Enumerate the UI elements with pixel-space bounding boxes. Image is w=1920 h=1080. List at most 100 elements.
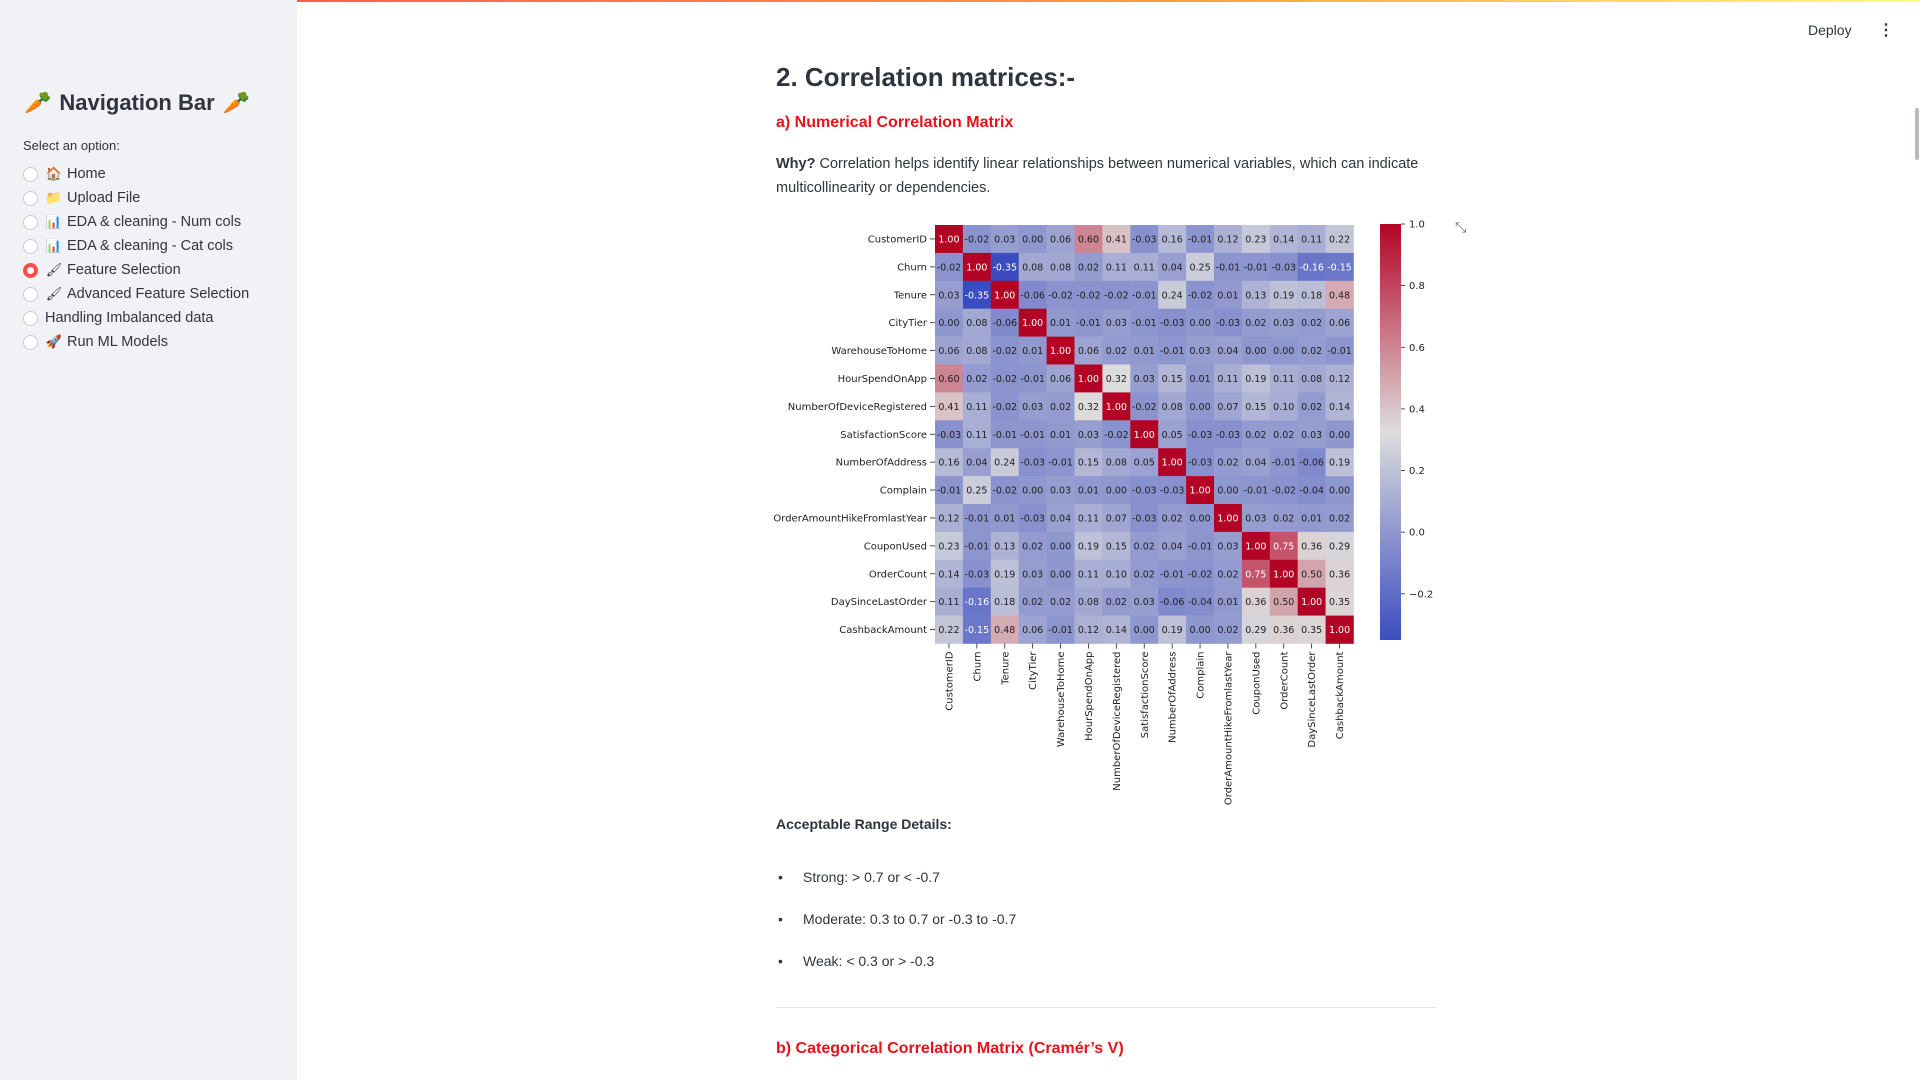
heatmap-cell — [1158, 280, 1187, 309]
heatmap-value-label: -0.15 — [1327, 262, 1352, 273]
heatmap-cell — [1046, 504, 1075, 533]
heatmap-cell — [1102, 308, 1131, 337]
correlation-heatmap: 1.00 -0.02 0.03 0.00 0.06 0.60 0.41 -0.03 0.16 -0… — [773, 220, 1433, 806]
heatmap-value-label: -0.01 — [1271, 458, 1296, 469]
heatmap-cell — [1269, 308, 1298, 337]
scrollbar-thumb[interactable] — [1915, 108, 1919, 160]
heatmap-value-label: 0.32 — [1106, 374, 1127, 385]
heatmap-cell — [935, 420, 964, 449]
heatmap-value-label: 0.60 — [938, 374, 959, 385]
heatmap-value-label: -0.01 — [1188, 541, 1213, 552]
heatmap-value-label: 0.11 — [1134, 262, 1155, 273]
heatmap-value-label: 0.15 — [1106, 541, 1127, 552]
heatmap-cell — [1241, 392, 1271, 421]
bullet-icon: • — [778, 869, 783, 885]
heatmap-value-label: 0.04 — [1050, 513, 1071, 524]
heatmap-value-label: 0.48 — [994, 625, 1015, 636]
heatmap-value-label: -0.06 — [1020, 290, 1045, 301]
heatmap-cell — [990, 252, 1019, 282]
heatmap-value-label: 0.50 — [1301, 569, 1322, 580]
heatmap-value-label: -0.03 — [1132, 486, 1157, 497]
heatmap-value-label: -0.35 — [965, 290, 990, 301]
nav-radio-eda-cleaning-num-cols[interactable]: 📊 EDA & cleaning - Num cols — [23, 210, 249, 234]
heatmap-cell — [1074, 448, 1103, 477]
heatmap-cell — [1074, 308, 1103, 337]
heatmap-value-label: 0.00 — [1329, 486, 1350, 497]
heatmap-col-label: CityTier — [1028, 651, 1039, 690]
radio-unselected-icon[interactable] — [23, 238, 38, 254]
heatmap-value-label: 0.12 — [938, 513, 959, 524]
heatmap-cell — [1018, 420, 1047, 449]
heatmap-value-label: 0.00 — [1189, 402, 1210, 413]
heatmap-value-label: -0.01 — [937, 486, 962, 497]
deploy-button[interactable]: Deploy — [1808, 22, 1852, 38]
radio-unselected-icon[interactable] — [23, 190, 38, 206]
heatmap-value-label: 0.18 — [994, 597, 1015, 608]
heatmap-value-label: 0.02 — [1301, 318, 1322, 329]
heatmap-cell — [1102, 252, 1131, 282]
sidebar-title-text: Navigation Bar — [59, 90, 215, 115]
heatmap-col-label: Churn — [972, 652, 983, 682]
radio-unselected-icon[interactable] — [23, 214, 38, 230]
heatmap-cell — [1046, 448, 1075, 477]
radio-selected-icon[interactable] — [23, 262, 38, 278]
heatmap-cell — [1158, 587, 1187, 616]
heatmap-value-label: 0.04 — [1217, 346, 1238, 357]
heatmap-cell — [1186, 225, 1215, 254]
heatmap-value-label: 0.06 — [1078, 346, 1099, 357]
radio-unselected-icon[interactable] — [23, 310, 38, 326]
fullscreen-expand-icon[interactable]: ⤡ — [1455, 219, 1467, 235]
heatmap-cell — [1130, 559, 1159, 588]
heatmap-cell — [990, 280, 1019, 309]
heatmap-value-label: -0.02 — [1188, 290, 1213, 301]
heatmap-value-label: 0.07 — [1106, 513, 1127, 524]
heatmap-cell — [935, 615, 964, 644]
heatmap-cell — [1269, 225, 1298, 254]
list-item: • Strong: > 0.7 or < -0.7 — [776, 856, 1016, 898]
heatmap-value-label: -0.01 — [1076, 318, 1101, 329]
radio-unselected-icon[interactable] — [23, 334, 38, 350]
heatmap-value-label: 0.10 — [1106, 569, 1127, 580]
nav-radio-upload-file[interactable]: 📁 Upload File — [23, 186, 249, 210]
heatmap-cell — [1297, 559, 1326, 588]
heatmap-cell — [1297, 420, 1326, 449]
heatmap-cell — [935, 364, 964, 393]
heatmap-cell — [935, 225, 964, 254]
nav-radio-feature-selection[interactable]: 🖌 Feature Selection — [23, 258, 249, 282]
main-menu-icon[interactable]: ⋮ — [1878, 22, 1894, 39]
heatmap-cell — [1186, 392, 1215, 421]
nav-radio-advanced-feature-selection[interactable]: 🖌 Advanced Feature Selection — [23, 282, 249, 306]
heatmap-cell — [1297, 448, 1326, 477]
heatmap-cell — [1102, 531, 1131, 561]
heatmap-cell — [935, 476, 964, 505]
nav-radio-run-ml-models[interactable]: 🚀 Run ML Models — [23, 330, 249, 354]
heatmap-value-label: 1.00 — [1134, 430, 1155, 441]
heatmap-row-label: HourSpendOnApp — [838, 374, 927, 385]
heatmap-value-label: -0.03 — [937, 430, 962, 441]
heatmap-cell — [1102, 615, 1131, 644]
heatmap-value-label: 0.03 — [1245, 513, 1266, 524]
heatmap-value-label: 0.02 — [1301, 402, 1322, 413]
heatmap-cell — [1325, 448, 1354, 477]
heatmap-cell — [1269, 615, 1298, 644]
nav-radio-handling-imbalanced-data[interactable]: Handling Imbalanced data — [23, 306, 249, 330]
heatmap-cell — [1297, 615, 1326, 644]
heatmap-cell — [1102, 364, 1131, 393]
nav-radio-home[interactable]: 🏠 Home — [23, 162, 249, 186]
list-item: • Moderate: 0.3 to 0.7 or -0.3 to -0.7 — [776, 898, 1016, 940]
heatmap-value-label: 0.00 — [1189, 625, 1210, 636]
nav-radio-eda-cleaning-cat-cols[interactable]: 📊 EDA & cleaning - Cat cols — [23, 234, 249, 258]
heatmap-col-label: CouponUsed — [1251, 652, 1262, 715]
heatmap-cell — [1325, 559, 1354, 588]
heatmap-cell — [1018, 448, 1047, 477]
nav-item-icon: 📊 — [45, 214, 63, 229]
nav-item-label: Home — [67, 166, 106, 182]
heatmap-row-label: WarehouseToHome — [831, 346, 927, 357]
heatmap-value-label: 0.08 — [1301, 374, 1322, 385]
why-label: Why? — [776, 156, 816, 172]
heatmap-value-label: -0.02 — [1104, 430, 1129, 441]
radio-unselected-icon[interactable] — [23, 286, 38, 302]
heatmap-cell — [1241, 308, 1271, 337]
radio-unselected-icon[interactable] — [23, 166, 38, 182]
heatmap-cell — [962, 392, 992, 421]
